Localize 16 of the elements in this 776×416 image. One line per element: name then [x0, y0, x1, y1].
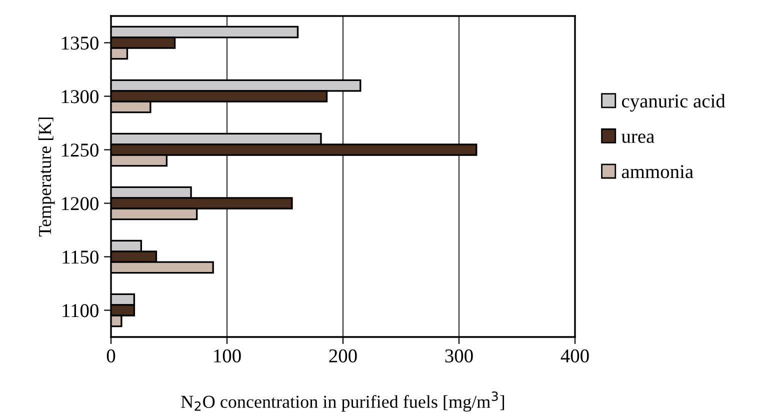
x-tick-label: 0 [106, 349, 116, 362]
legend-label: ammonia [622, 165, 694, 178]
legend-label: urea [621, 134, 654, 143]
x-tick-label: 200 [329, 349, 357, 362]
x-tick-label: 300 [445, 349, 473, 362]
x-axis-title: N$_{2}$O concentration in purified fuels [mg/m$^{3}$] [181, 391, 504, 412]
y-axis-title: Temperature [K] [38, 118, 55, 236]
y-tick-label: 1100 [62, 304, 98, 318]
y-tick-label: 1250 [62, 144, 98, 157]
y-tick-label: 1200 [62, 197, 98, 210]
x-tick-label: 400 [560, 349, 589, 362]
legend-label: cyanuric acid [622, 94, 726, 112]
x-tick-label: 100 [214, 349, 241, 362]
y-tick-label: 1350 [62, 36, 98, 50]
y-tick-label: 1150 [62, 250, 98, 264]
y-tick-label: 1300 [62, 90, 98, 104]
